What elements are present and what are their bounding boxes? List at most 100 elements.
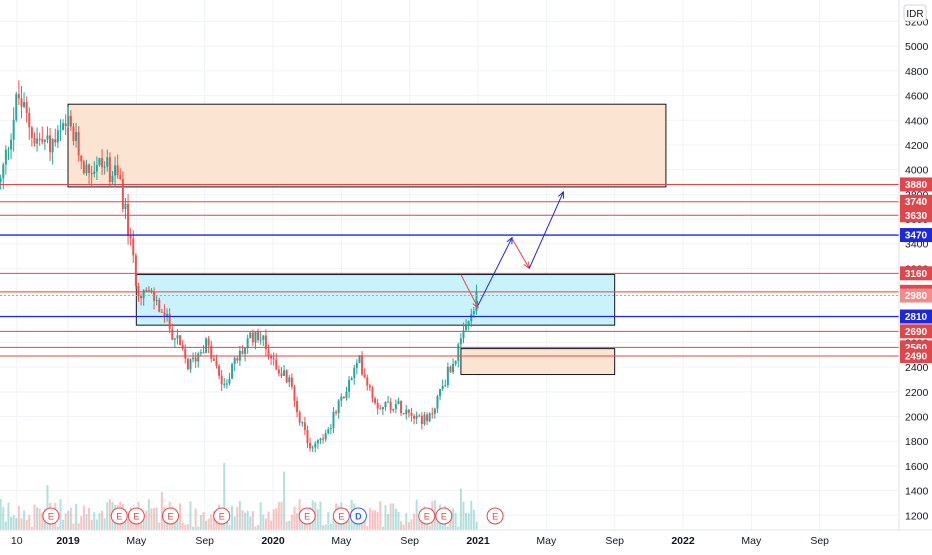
- volume-bar: [319, 501, 322, 530]
- candle-body: [225, 383, 228, 385]
- candle-body: [215, 360, 218, 366]
- candle-body: [95, 165, 98, 172]
- candle-body: [218, 365, 221, 376]
- candle-body: [173, 338, 176, 340]
- candle-body: [259, 339, 262, 341]
- volume-bar: [20, 518, 23, 530]
- volume-layer: [0, 462, 478, 530]
- y-tick-label: 1800: [905, 436, 929, 448]
- earnings-marker[interactable]: E: [127, 507, 145, 525]
- candle-body: [17, 94, 20, 99]
- candle-body: [51, 139, 54, 153]
- volume-bar: [249, 516, 252, 530]
- volume-bar: [379, 501, 382, 530]
- volume-bar: [59, 499, 62, 530]
- candle-body: [56, 130, 59, 143]
- price-tag: [900, 309, 932, 324]
- candle-body: [433, 408, 436, 414]
- y-tick-label: 5000: [905, 41, 929, 53]
- candle-body: [15, 94, 18, 120]
- event-marker-label: E: [338, 512, 344, 522]
- currency-badge[interactable]: IDR: [903, 4, 927, 22]
- volume-bar: [155, 507, 158, 530]
- x-tick-label: 2021: [466, 535, 490, 547]
- candle-body: [249, 332, 252, 339]
- projection-arrow[interactable]: [511, 238, 529, 269]
- projection-arrow[interactable]: [528, 192, 563, 269]
- event-marker-label: E: [167, 512, 173, 522]
- projection-arrow[interactable]: [477, 238, 512, 306]
- candle-body: [64, 123, 67, 127]
- event-marker-circle: [349, 507, 367, 525]
- candle-body: [106, 157, 109, 167]
- volume-bar: [93, 512, 96, 530]
- candle-body: [77, 132, 80, 156]
- volume-bar: [30, 526, 33, 530]
- candle-body: [72, 126, 75, 141]
- y-tick-label: 4400: [905, 115, 929, 127]
- earnings-marker[interactable]: E: [162, 507, 179, 525]
- candle-body: [413, 415, 416, 419]
- candle-body: [387, 401, 390, 403]
- candle-body: [103, 166, 106, 168]
- supply-zone[interactable]: [67, 103, 667, 188]
- earnings-marker[interactable]: E: [110, 507, 128, 525]
- range-zone[interactable]: [135, 274, 616, 326]
- volume-bar: [394, 508, 397, 530]
- candle-body: [108, 157, 111, 182]
- candle-body: [246, 338, 249, 349]
- candle-body: [80, 155, 83, 162]
- candle-body: [467, 321, 470, 326]
- candle-body: [452, 364, 455, 373]
- volume-bar: [428, 525, 431, 530]
- volume-bar: [69, 507, 72, 530]
- volume-bar: [56, 526, 59, 530]
- currency-badge-box: [903, 4, 927, 22]
- candle-body: [420, 415, 423, 424]
- volume-bar: [166, 523, 169, 530]
- event-marker-circle: [127, 507, 145, 525]
- volume-bar: [415, 499, 418, 530]
- volume-bar: [12, 515, 15, 530]
- earnings-marker[interactable]: E: [486, 507, 504, 525]
- candle-body: [168, 313, 171, 330]
- candle-body: [275, 359, 278, 370]
- earnings-marker[interactable]: E: [435, 507, 453, 525]
- volume-bar: [33, 504, 36, 530]
- volume-bar: [238, 501, 241, 530]
- volume-bar: [389, 503, 392, 530]
- candle-body: [43, 139, 46, 142]
- earnings-marker[interactable]: E: [42, 507, 60, 525]
- candle-body: [199, 352, 202, 354]
- volume-bar: [462, 501, 465, 530]
- volume-bar: [236, 506, 239, 530]
- candle-body: [134, 255, 137, 286]
- demand-zone[interactable]: [460, 348, 616, 376]
- earnings-marker[interactable]: E: [418, 507, 436, 525]
- volume-bar: [4, 521, 7, 530]
- price-tag-label: 2490: [905, 352, 928, 363]
- earnings-marker[interactable]: E: [298, 507, 316, 525]
- candle-body: [36, 138, 39, 144]
- earnings-marker[interactable]: E: [332, 507, 350, 525]
- earnings-marker[interactable]: E: [213, 507, 231, 525]
- volume-bar: [283, 471, 286, 530]
- volume-bar: [329, 523, 332, 530]
- candle-body: [306, 429, 309, 444]
- candle-body: [10, 139, 13, 150]
- volume-bar: [38, 508, 41, 530]
- candle-body: [59, 130, 62, 132]
- projection-arrow[interactable]: [460, 274, 478, 308]
- volume-bar: [465, 512, 468, 530]
- volume-bar: [15, 518, 18, 530]
- candle-body: [150, 290, 153, 292]
- candle-body: [428, 413, 431, 422]
- candle-body: [49, 135, 52, 153]
- candle-body: [431, 413, 434, 415]
- volume-bar: [95, 519, 98, 530]
- volume-bar: [85, 513, 88, 530]
- dividend-marker[interactable]: D: [349, 507, 367, 525]
- volume-bar: [405, 513, 408, 530]
- volume-bar: [254, 526, 257, 530]
